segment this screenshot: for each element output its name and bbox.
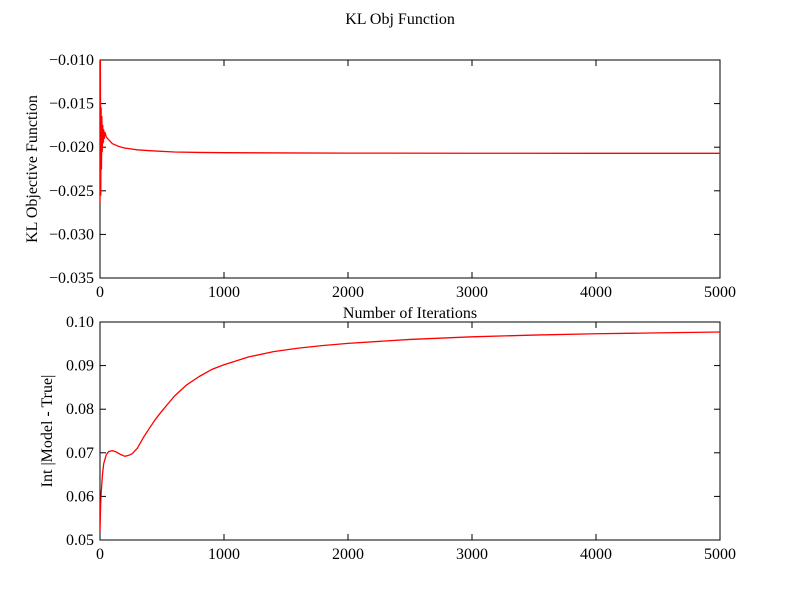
bottom-x-ticks: 0 1000 2000 3000 4000 5000 [96, 322, 736, 563]
top-x-tick-label: 4000 [580, 284, 612, 301]
top-y-tick-label: −0.035 [49, 270, 94, 287]
top-y-tick-label: −0.010 [49, 52, 94, 69]
top-y-tick-label: −0.020 [49, 139, 94, 156]
bottom-x-tick-label: 0 [96, 546, 104, 563]
bottom-x-tick-label: 3000 [456, 546, 488, 563]
top-y-tick-label: −0.015 [49, 96, 94, 113]
top-y-tick-label: −0.025 [49, 183, 94, 200]
bottom-y-tick-label: 0.08 [66, 401, 94, 418]
top-x-tick-label: 5000 [704, 284, 736, 301]
bottom-x-tick-label: 4000 [580, 546, 612, 563]
top-x-tick-label: 2000 [332, 284, 364, 301]
bottom-axis-frame [99, 321, 721, 541]
figure-title: KL Obj Function [345, 11, 455, 28]
bottom-y-axis-label: Int |Model - True| [39, 375, 56, 488]
bottom-y-tick-label: 0.07 [66, 445, 94, 462]
bottom-plot-area [100, 331, 720, 532]
bottom-y-tick-label: 0.05 [66, 532, 94, 549]
top-x-tick-label: 1000 [208, 284, 240, 301]
top-y-ticks: −0.035 −0.030 −0.025 −0.020 −0.015 −0.010 [49, 52, 720, 287]
top-series-line [100, 60, 720, 204]
top-x-axis-label: Number of Iterations [343, 305, 477, 322]
top-axis-frame [99, 59, 721, 279]
top-subplot: 0 1000 2000 3000 4000 5000 −0.035 −0.030 −0.025… [24, 52, 736, 322]
top-x-tick-label: 0 [96, 284, 104, 301]
top-x-ticks: 0 1000 2000 3000 4000 5000 [96, 60, 736, 301]
bottom-x-tick-label: 2000 [332, 546, 364, 563]
bottom-y-ticks: 0.05 0.06 0.07 0.08 0.09 0.10 [66, 314, 720, 549]
top-x-tick-label: 3000 [456, 284, 488, 301]
bottom-x-tick-label: 5000 [704, 546, 736, 563]
bottom-y-tick-label: 0.06 [66, 488, 94, 505]
bottom-x-tick-label: 1000 [208, 546, 240, 563]
top-y-axis-label: KL Objective Function [24, 95, 41, 243]
bottom-y-tick-label: 0.10 [66, 314, 94, 331]
bottom-y-tick-label: 0.09 [66, 358, 94, 375]
top-plot-area [100, 60, 720, 204]
top-y-tick-label: −0.030 [49, 226, 94, 243]
bottom-subplot: 0 1000 2000 3000 4000 5000 0.050.060.070.080.… [39, 314, 736, 563]
bottom-series-line [100, 331, 720, 532]
